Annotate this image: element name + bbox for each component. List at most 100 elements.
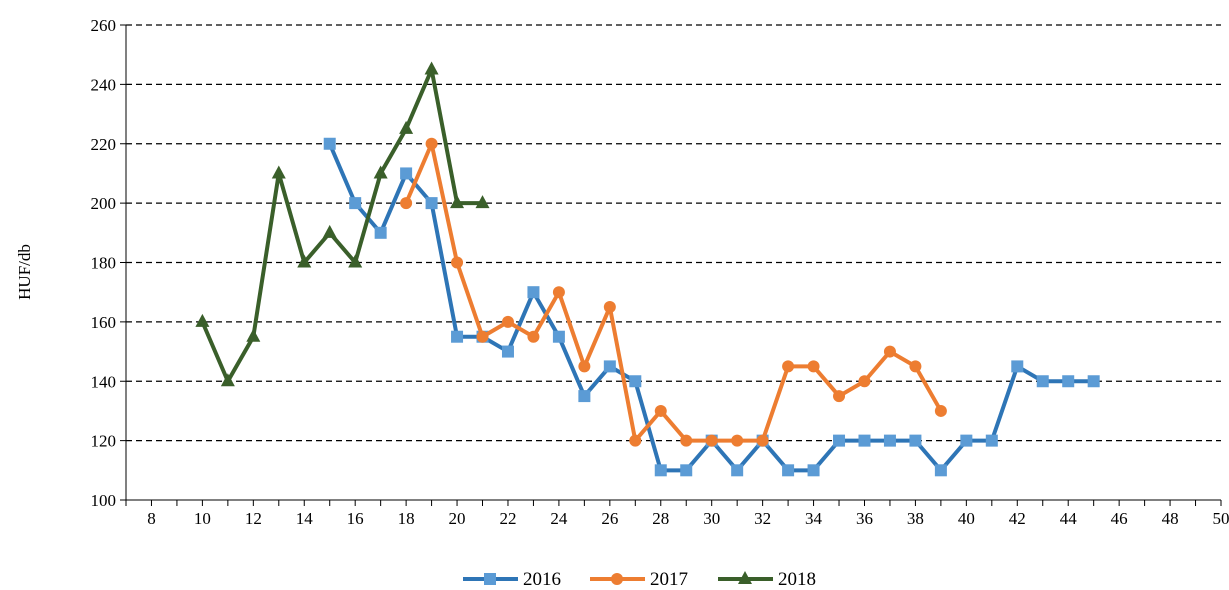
x-tick-label-20: 20 [449,509,466,528]
data-point-2016-23 [527,286,540,299]
y-tick-label-260: 260 [91,16,117,35]
x-tick-label-22: 22 [499,509,516,528]
x-tick-label-26: 26 [601,509,618,528]
x-tick-label-14: 14 [296,509,314,528]
y-tick-label-220: 220 [91,135,117,154]
data-point-2018-14 [297,254,312,268]
legend-marker-2016 [484,573,496,585]
data-point-2018-11 [220,373,235,387]
data-point-2016-39 [934,464,947,477]
y-axis-tick-labels: 100 120 140 160 180 200 220 240 260 [91,16,117,510]
axes [120,24,1222,506]
data-point-2016-36 [858,434,871,447]
x-tick-label-46: 46 [1111,509,1128,528]
data-point-2018-15 [322,224,337,238]
data-point-2017-24 [552,286,565,299]
data-point-2017-37 [883,345,896,358]
data-point-2017-32 [756,434,769,447]
data-point-2016-24 [552,330,565,343]
data-point-2017-18 [400,197,413,210]
y-tick-label-100: 100 [91,491,117,510]
y-axis-title: HUF/db [15,244,34,300]
data-point-2018-12 [246,328,261,342]
data-point-2016-22 [501,345,514,358]
data-point-2018-16 [348,254,363,268]
legend-label-2018: 2018 [778,569,816,590]
data-point-2016-42 [1011,360,1024,373]
data-point-2016-16 [349,197,362,210]
x-tick-label-24: 24 [550,509,568,528]
data-point-2016-26 [603,360,616,373]
data-point-2016-28 [654,464,667,477]
data-point-2018-20 [450,195,465,209]
data-point-2016-29 [680,464,693,477]
data-point-2018-10 [195,313,210,327]
data-point-2017-23 [527,330,540,343]
data-point-2016-34 [807,464,820,477]
data-point-2017-26 [603,301,616,314]
data-point-2017-29 [680,434,693,447]
y-tick-label-200: 200 [91,194,117,213]
data-point-2017-28 [654,404,667,417]
x-tick-label-8: 8 [147,509,156,528]
data-point-2018-19 [424,61,439,75]
legend-item-2018: 2018 [718,569,816,590]
data-point-2016-44 [1062,375,1075,388]
series-line-2018 [200,67,485,384]
data-point-2016-35 [833,434,846,447]
legend-marker-2018 [738,571,752,584]
data-point-2016-33 [782,464,795,477]
data-point-2016-18 [400,167,413,180]
x-tick-label-28: 28 [652,509,669,528]
series-layer [195,61,1100,477]
x-tick-label-34: 34 [805,509,823,528]
data-point-2017-20 [451,256,464,269]
data-point-2016-15 [323,137,336,150]
data-point-2017-39 [934,404,947,417]
x-axis-tick-labels: 8 10 12 14 16 18 20 22 24 26 28 30 32 34 36 38 40 42 44 46 4… [147,509,1229,528]
data-point-2016-19 [425,197,438,210]
legend-marker-2017 [611,573,623,585]
x-tick-label-40: 40 [958,509,975,528]
legend-item-2016: 2016 [463,569,561,590]
data-point-2018-17 [373,165,388,179]
x-tick-label-42: 42 [1009,509,1026,528]
data-point-2016-38 [909,434,922,447]
series-line-2017 [404,141,943,443]
data-point-2016-31 [731,464,744,477]
x-tick-label-36: 36 [856,509,873,528]
data-point-2017-27 [629,434,642,447]
data-point-2017-38 [909,360,922,373]
legend-label-2016: 2016 [523,569,561,590]
x-tick-label-30: 30 [703,509,720,528]
horizontal-gridlines [126,24,1221,442]
legend: 2016 2017 2018 [463,569,816,590]
data-point-2017-33 [782,360,795,373]
y-tick-label-120: 120 [91,432,117,451]
data-point-2017-36 [858,375,871,388]
data-point-2018-21 [475,195,490,209]
x-tick-label-12: 12 [245,509,262,528]
data-point-2016-43 [1036,375,1049,388]
data-point-2016-25 [578,390,591,403]
legend-item-2017: 2017 [590,569,688,590]
series-2017 [400,137,947,447]
series-line-2016 [327,141,1096,473]
y-tick-label-180: 180 [91,254,117,273]
x-tick-label-18: 18 [398,509,415,528]
data-point-2016-17 [374,226,387,239]
data-point-2016-45 [1087,375,1100,388]
data-point-2017-35 [833,390,846,403]
data-point-2018-18 [399,120,414,134]
x-tick-label-50: 50 [1213,509,1229,528]
y-tick-label-160: 160 [91,313,117,332]
y-tick-label-240: 240 [91,75,117,94]
x-tick-label-44: 44 [1060,509,1078,528]
data-point-2018-13 [271,165,286,179]
data-point-2017-19 [425,137,438,150]
x-tick-label-16: 16 [347,509,364,528]
data-point-2017-22 [501,315,514,328]
data-point-2017-30 [705,434,718,447]
y-tick-label-140: 140 [91,372,117,391]
data-point-2016-41 [985,434,998,447]
